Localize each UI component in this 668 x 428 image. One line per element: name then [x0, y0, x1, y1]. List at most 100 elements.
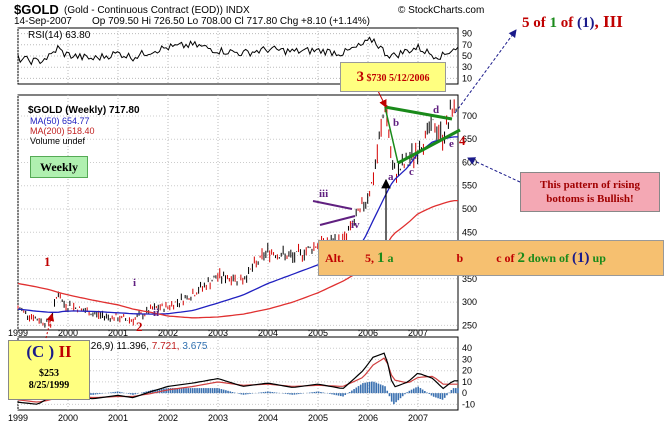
macd-tick-0: 40	[462, 343, 472, 353]
wave-ii-label: ii	[153, 307, 159, 319]
rsi-tick-0: 90	[462, 29, 472, 39]
peak-number: 3	[356, 69, 364, 85]
wave-4-label: 4	[459, 133, 466, 148]
macd-v1: 11.396,	[116, 341, 149, 352]
c2-title: (C ) II	[9, 341, 89, 363]
wave-b-label: b	[393, 117, 399, 129]
year-label-mid-1: 2000	[58, 328, 78, 338]
year-label-bottom-2: 2001	[108, 413, 128, 423]
c2-price: $253	[39, 368, 59, 379]
wave-i-label: i	[133, 277, 136, 289]
rsi-tick-4: 10	[462, 73, 472, 83]
c2-a: (C )	[26, 342, 55, 361]
macd-prefix: ,26,9)	[88, 341, 114, 352]
year-label-mid-2: 2001	[108, 328, 128, 338]
wave-c-ii-note: (C ) II $253 8/25/1999	[8, 340, 90, 400]
bullish-note: This pattern of rising bottoms is Bullis…	[520, 172, 660, 212]
wave-a-label: a	[388, 171, 394, 183]
macd-v3: 3.675	[182, 341, 208, 352]
alt-b: 5,	[365, 251, 377, 265]
wave-d-label: d	[433, 104, 439, 116]
price-tick-5: 450	[462, 227, 477, 237]
year-label-bottom-8: 2007	[408, 413, 428, 423]
alt-wave-note: Alt. 5, 1 a b c of 2 down of (1) up	[318, 240, 664, 276]
macd-tick-2: 20	[462, 366, 472, 376]
triangle-upper-line	[384, 105, 453, 121]
alt-j: up	[589, 251, 606, 265]
year-label-mid-4: 2003	[208, 328, 228, 338]
peak-note: 3 $730 5/12/2006	[340, 62, 446, 92]
macd-tick-3: 10	[462, 377, 472, 387]
price-tick-4: 500	[462, 204, 477, 214]
year-label-bottom-1: 2000	[58, 413, 78, 423]
macd-v2: 7.721,	[151, 341, 180, 352]
alt-i: (1)	[572, 250, 590, 266]
arrow-to-peak	[377, 90, 387, 108]
wave-iii-label: iii	[319, 188, 328, 200]
source-credit: © StockCharts.com	[398, 5, 485, 16]
year-label-mid-0: 1999	[8, 328, 28, 338]
alt-f: c of	[496, 251, 518, 265]
macd-tick-4: 0	[462, 388, 467, 398]
quote-line: Op 709.50 Hi 726.50 Lo 708.00 Cl 717.80 …	[92, 16, 370, 27]
macd-tick-5: -10	[462, 399, 475, 409]
wave-iii-channel	[312, 200, 353, 210]
top-right-wave-label: 5 of 1 of (1), III	[522, 12, 623, 32]
legend-gold: $GOLD (Weekly) 717.80	[28, 105, 140, 116]
peak-text: $730 5/12/2006	[366, 73, 430, 84]
alt-c: 1	[377, 250, 385, 266]
year-label-bottom-4: 2003	[208, 413, 228, 423]
year-label-bottom-3: 2002	[158, 413, 178, 423]
price-tick-8: 300	[462, 297, 477, 307]
tr-e: , III	[594, 12, 623, 31]
tr-d: (1)	[577, 15, 595, 31]
year-label-bottom-5: 2004	[258, 413, 278, 423]
alt-a: Alt.	[325, 251, 344, 265]
legend-ma200: MA(200) 518.40	[30, 126, 95, 136]
wave-iv-channel	[319, 215, 356, 226]
price-panel	[17, 94, 459, 331]
price-tick-3: 550	[462, 181, 477, 191]
chart-date: 14-Sep-2007	[14, 16, 72, 27]
macd-tick-1: 30	[462, 354, 472, 364]
year-label-mid-7: 2006	[358, 328, 378, 338]
tr-c: of	[557, 15, 577, 31]
alt-d: a	[384, 251, 394, 265]
macd-line	[17, 352, 458, 405]
arrow-c2	[45, 313, 55, 339]
wave-c-label: c	[409, 166, 414, 178]
weekly-note: Weekly	[30, 156, 88, 178]
macd-label: ,26,9) 11.396, 7.721, 3.675	[88, 341, 207, 352]
c2-b: II	[54, 342, 72, 361]
rsi-label: RSI(14) 63.80	[28, 30, 91, 41]
wave-2-label: 2	[136, 319, 143, 334]
legend-ma50: MA(50) 654.77	[30, 116, 90, 126]
tr-b: 1	[549, 15, 558, 31]
triangle-left-edge	[384, 106, 399, 164]
price-tick-7: 350	[462, 274, 477, 284]
triangle-lower-line	[397, 128, 461, 165]
price-tick-1: 650	[462, 134, 477, 144]
ma50-line	[17, 136, 458, 315]
year-label-mid-5: 2004	[258, 328, 278, 338]
rsi-line	[17, 36, 459, 66]
c2-date: 8/25/1999	[28, 380, 70, 391]
tr-a: 5 of	[522, 15, 550, 31]
year-label-mid-6: 2005	[308, 328, 328, 338]
price-tick-0: 700	[462, 111, 477, 121]
year-label-mid-8: 2007	[408, 328, 428, 338]
year-label-bottom-6: 2005	[308, 413, 328, 423]
alt-g: 2	[517, 250, 526, 266]
year-label-bottom-7: 2006	[358, 413, 378, 423]
rsi-tick-2: 50	[462, 51, 472, 61]
rsi-tick-3: 30	[462, 62, 472, 72]
year-label-bottom-0: 1999	[8, 413, 28, 423]
arrow-bullish	[467, 157, 521, 183]
alt-e: b	[456, 251, 464, 265]
rsi-tick-1: 70	[462, 40, 472, 50]
year-label-mid-3: 2002	[158, 328, 178, 338]
arrow-to-top-right	[454, 29, 517, 114]
wave-iv-label: iv	[351, 219, 360, 231]
